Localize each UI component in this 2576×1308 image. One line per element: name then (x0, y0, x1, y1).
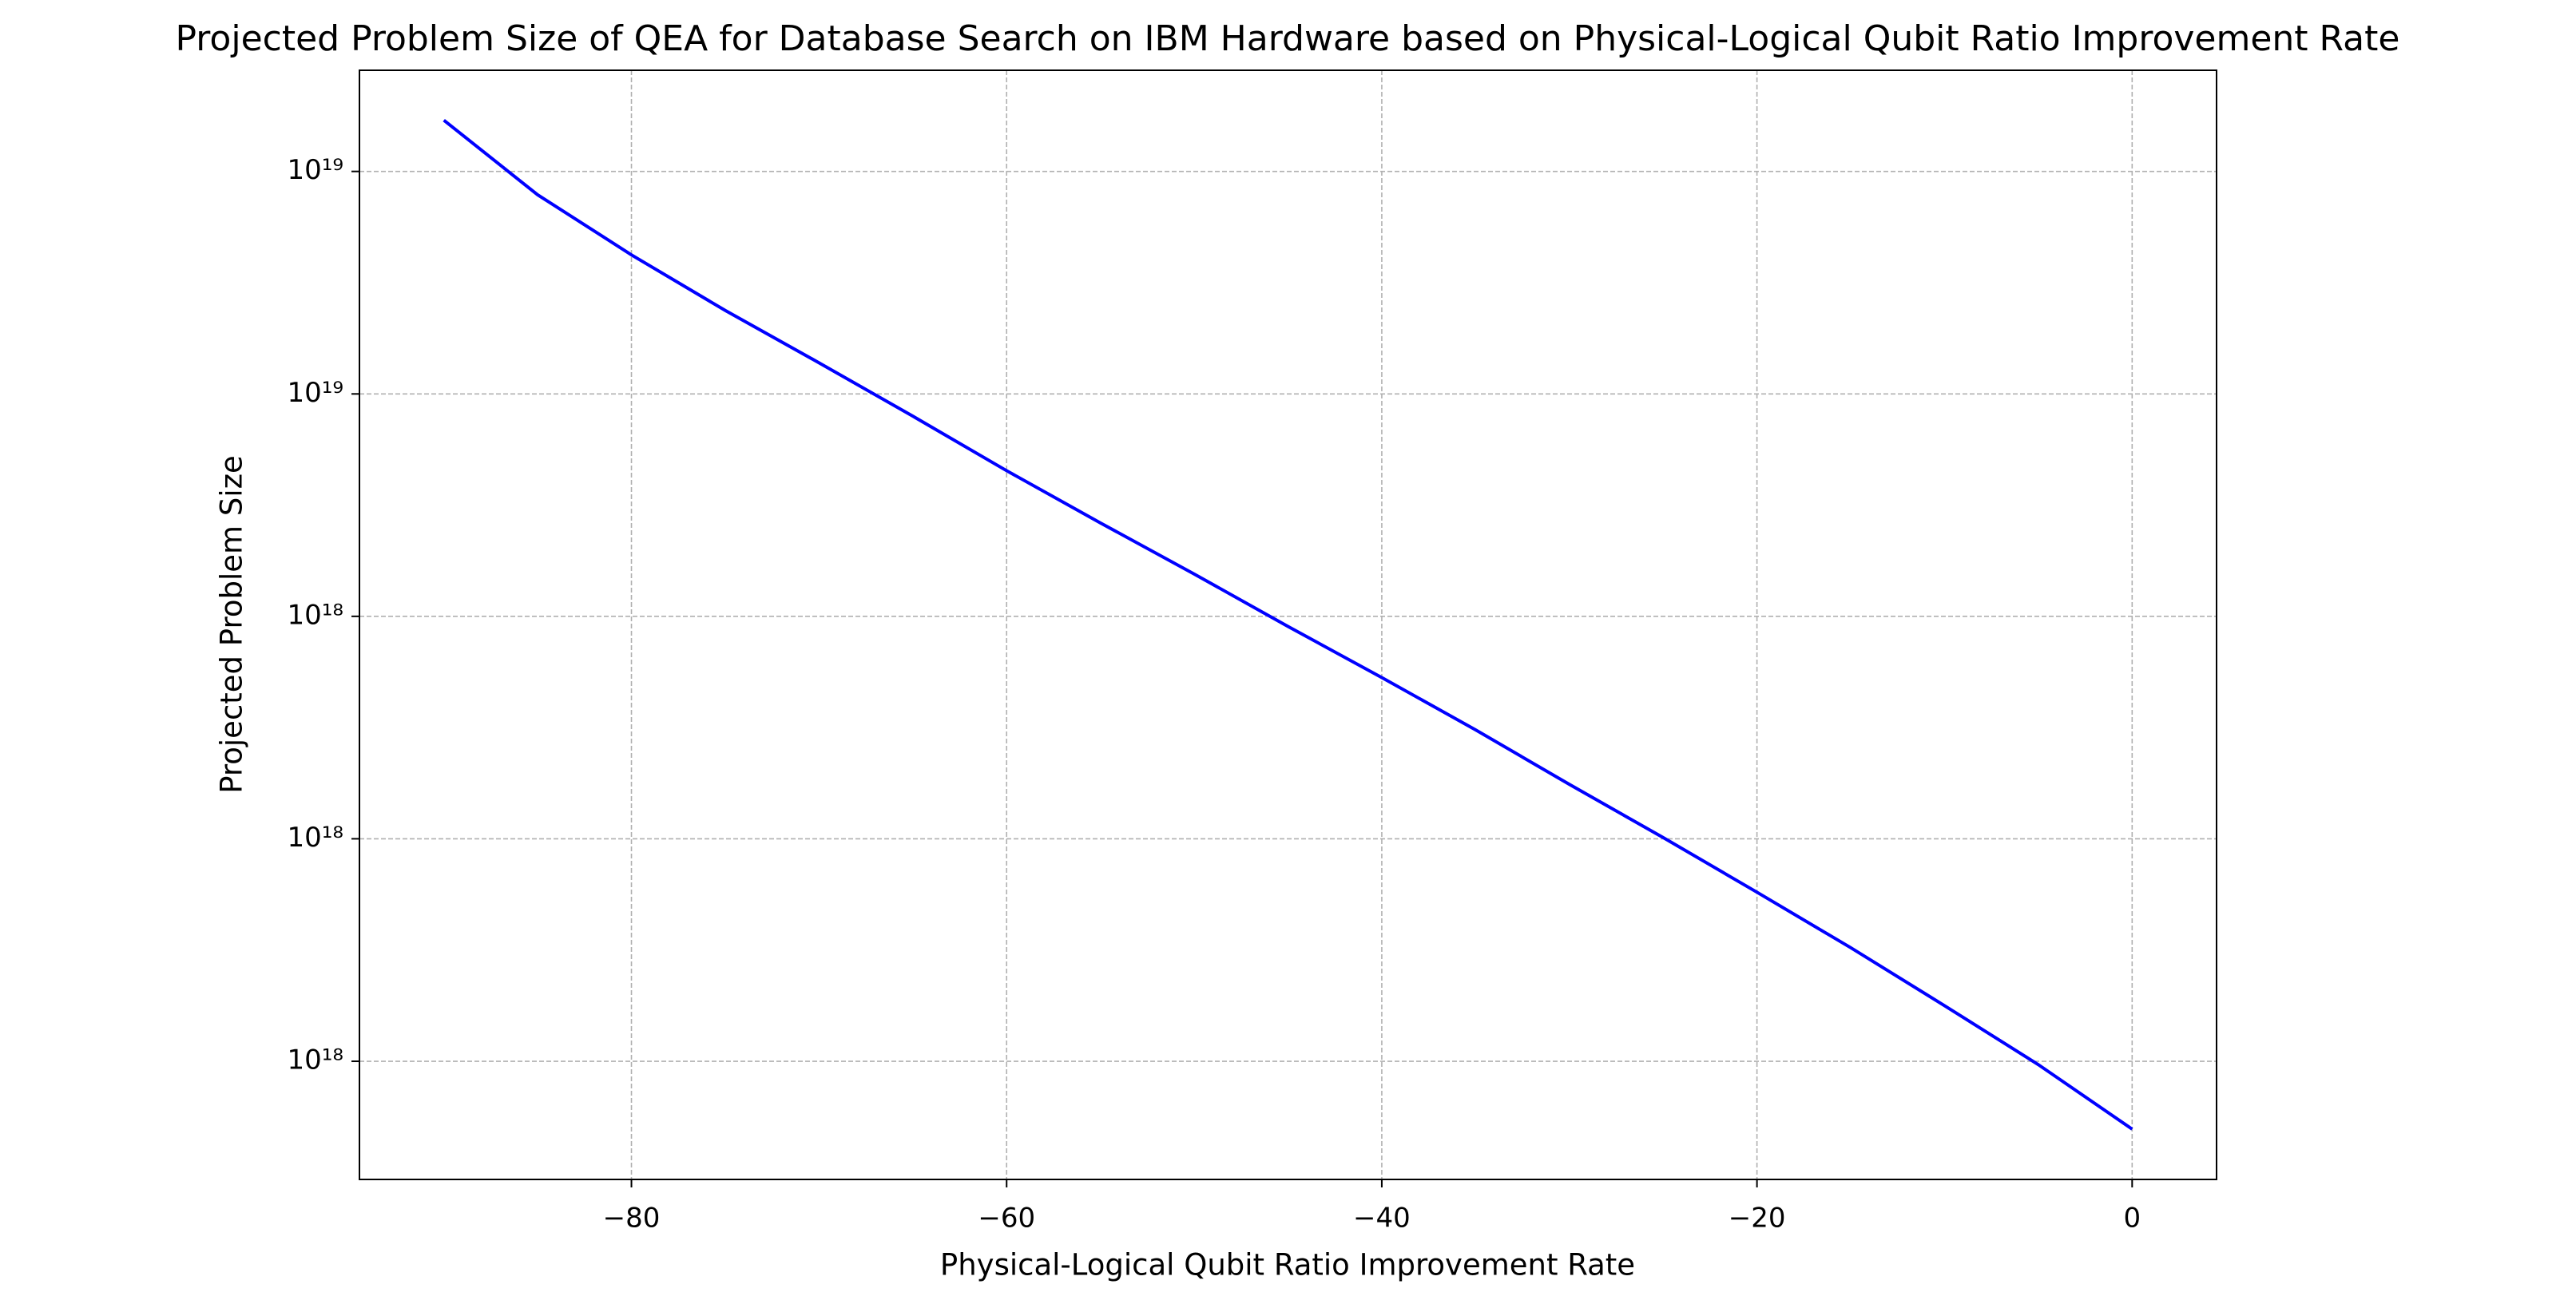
chart-title: Projected Problem Size of QEA for Databa… (176, 18, 2400, 59)
x-tick-label: −80 (603, 1203, 661, 1235)
plot-frame (359, 69, 2217, 1180)
x-tick-label: −40 (1353, 1203, 1411, 1235)
x-tick-label: −20 (1729, 1203, 1786, 1235)
x-axis-label: Physical-Logical Qubit Ratio Improvement… (940, 1248, 1635, 1282)
x-tick-label: −60 (978, 1203, 1035, 1235)
y-tick-label: 10¹⁸ (287, 822, 343, 854)
y-tick-label: 10¹⁹ (287, 154, 343, 186)
x-tick-label: 0 (2123, 1203, 2141, 1235)
y-tick-label: 10¹⁹ (287, 377, 343, 409)
data-line (443, 119, 2133, 1131)
y-axis-label: Projected Problem Size (215, 455, 249, 794)
y-tick-label: 10¹⁸ (287, 1044, 343, 1076)
y-tick-label: 10¹⁸ (287, 599, 343, 631)
